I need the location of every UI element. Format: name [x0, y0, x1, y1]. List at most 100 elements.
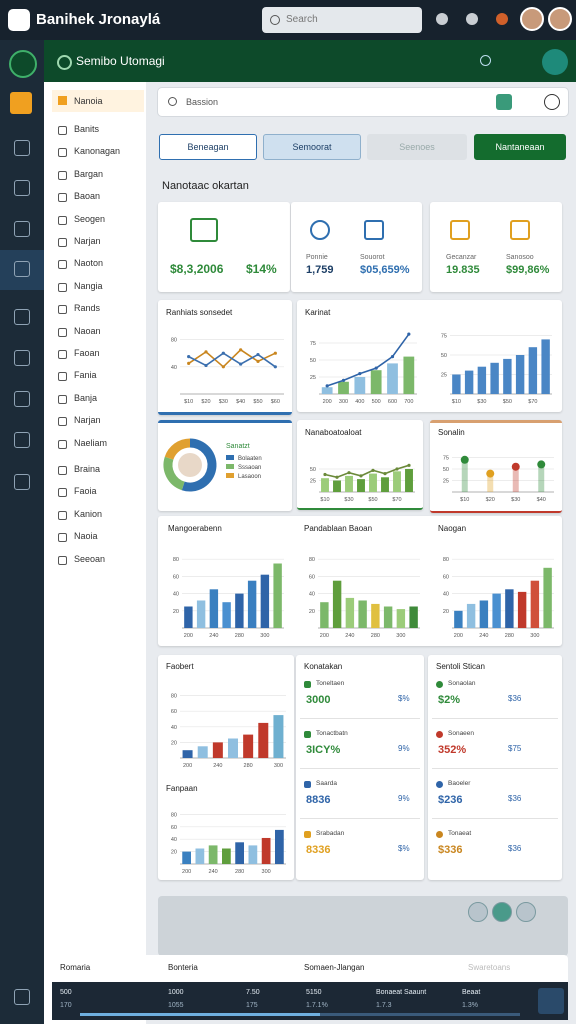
top-icon[interactable]: [466, 13, 478, 25]
nav-item[interactable]: Faoan: [74, 348, 100, 358]
bar: [381, 477, 389, 492]
header-search[interactable]: [480, 55, 491, 66]
list-pct: $36: [508, 694, 522, 703]
dot-stem: [461, 459, 468, 492]
nav-item[interactable]: Naoia: [74, 531, 98, 542]
filter-btn[interactable]: [496, 94, 512, 110]
bar: [464, 370, 474, 394]
nav-item[interactable]: Fania: [74, 370, 97, 381]
nav-item[interactable]: Rands: [74, 303, 101, 314]
clock-btn[interactable]: [544, 94, 560, 110]
tab[interactable]: Nantaneaan: [474, 134, 566, 160]
tab[interactable]: Beneagan: [159, 134, 257, 160]
top-icon[interactable]: [496, 13, 508, 25]
y-tick-label: 40: [443, 592, 449, 598]
line-point: [239, 362, 243, 366]
x-tick-label: 280: [244, 763, 253, 769]
avatar[interactable]: [548, 7, 572, 31]
nav-item-icon: [58, 282, 67, 292]
kpi-label: Ponnie: [306, 254, 328, 261]
x-tick-label: $10: [320, 497, 329, 503]
header-action[interactable]: [542, 49, 568, 75]
line: [326, 333, 410, 387]
bottom-icon[interactable]: [516, 902, 536, 922]
x-tick-label: $50: [503, 399, 512, 405]
bar: [321, 478, 329, 492]
rail-home[interactable]: [10, 92, 32, 114]
bottom-icon[interactable]: [492, 902, 512, 922]
kpi-icon: [364, 220, 384, 240]
chart-card: [158, 655, 294, 880]
chart: Nanaboatoaloat 25 50 $10 $30 $50 $70: [305, 428, 415, 503]
nav-item[interactable]: Kanonagan: [74, 146, 121, 157]
main-search[interactable]: Bassion: [158, 88, 568, 116]
bottom-header: [52, 955, 568, 982]
bar: [543, 567, 552, 628]
avatar[interactable]: [520, 7, 544, 31]
nav-item[interactable]: Faoia: [74, 486, 97, 497]
list-label: Tonaeat: [448, 830, 472, 837]
nav-item[interactable]: Banja: [74, 392, 98, 403]
list-divider: [300, 718, 420, 719]
nav-item[interactable]: Banits: [74, 124, 100, 134]
line: [324, 464, 410, 479]
line-point: [371, 468, 375, 472]
chart: Karinat 25 50 75 200 300 400 500 600 700: [305, 308, 417, 405]
nav-item[interactable]: Naoton: [74, 258, 104, 269]
y-tick-label: 50: [310, 467, 316, 473]
rail-icon[interactable]: [14, 432, 30, 448]
progress-fill: [80, 1013, 320, 1016]
nav-item[interactable]: Baoan: [74, 191, 101, 202]
nav-item[interactable]: Bargan: [74, 168, 104, 179]
search-box[interactable]: Search: [262, 7, 422, 33]
bar: [528, 347, 538, 394]
y-tick-label: 25: [310, 375, 316, 381]
nav-item-icon: [58, 327, 67, 337]
bar: [182, 750, 193, 758]
nav-item[interactable]: Naeliam: [74, 437, 108, 448]
rail-icon[interactable]: [14, 474, 30, 490]
list-divider: [300, 818, 420, 819]
bar: [405, 469, 413, 492]
rail-icon[interactable]: [14, 989, 30, 1005]
bottom-cell: Beaat: [462, 989, 481, 996]
x-tick-label: 400: [355, 399, 364, 405]
nav-item[interactable]: Seeoan: [74, 553, 106, 564]
top-icon[interactable]: [436, 13, 448, 25]
nav-item[interactable]: Narjan: [74, 415, 101, 426]
list-divider: [432, 718, 558, 719]
line-point: [221, 365, 225, 369]
y-tick-label: 25: [310, 479, 316, 485]
list-pct: $%: [398, 844, 410, 853]
line-point: [374, 366, 378, 370]
rail-icon[interactable]: [14, 221, 30, 237]
bottom-icon[interactable]: [468, 902, 488, 922]
rail-icon[interactable]: [14, 350, 30, 366]
tab[interactable]: Seenoes: [367, 134, 467, 160]
bottom-header-label: Swaretoans: [468, 963, 511, 972]
bar: [197, 746, 208, 758]
nav-title-icon: [58, 96, 67, 105]
tab[interactable]: Semoorat: [263, 134, 361, 160]
line-point: [390, 355, 395, 359]
next-btn[interactable]: [538, 988, 564, 1014]
nav-item[interactable]: Nangia: [74, 280, 103, 291]
rail-icon[interactable]: [14, 391, 30, 407]
dot: [486, 469, 495, 478]
nav-item[interactable]: Seogen: [74, 213, 106, 224]
nav-item[interactable]: Naoan: [74, 325, 101, 336]
bottom-cell: 1000: [168, 989, 184, 996]
rail-icon[interactable]: [14, 309, 30, 325]
donut-center: [178, 453, 202, 477]
x-tick-label: $20: [486, 497, 495, 503]
rail-icon[interactable]: [14, 180, 30, 196]
y-tick-label: 50: [441, 353, 447, 359]
nav-item[interactable]: Braina: [74, 464, 101, 474]
nav-item[interactable]: Kanion: [74, 508, 103, 519]
chart-title: Naogan: [438, 524, 466, 533]
line-point: [407, 463, 411, 467]
nav-item[interactable]: Narjan: [74, 236, 101, 246]
rail-icon[interactable]: [14, 140, 30, 156]
line-point: [358, 372, 362, 376]
rail-icon[interactable]: [14, 261, 30, 277]
